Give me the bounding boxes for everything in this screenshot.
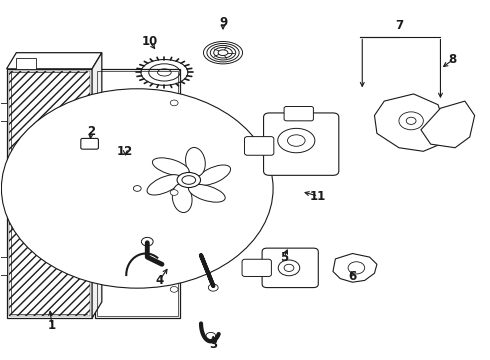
Bar: [16, 58, 36, 69]
Ellipse shape: [182, 176, 196, 184]
Circle shape: [1, 89, 273, 288]
FancyBboxPatch shape: [264, 113, 339, 175]
Polygon shape: [421, 101, 475, 148]
Polygon shape: [374, 94, 445, 151]
Circle shape: [170, 190, 178, 195]
FancyBboxPatch shape: [262, 248, 318, 288]
FancyBboxPatch shape: [81, 138, 98, 149]
Ellipse shape: [218, 50, 228, 55]
Ellipse shape: [189, 184, 225, 202]
Circle shape: [206, 332, 216, 339]
Text: 5: 5: [280, 251, 288, 264]
Circle shape: [142, 237, 153, 246]
Ellipse shape: [172, 184, 192, 212]
Polygon shape: [92, 53, 102, 318]
Ellipse shape: [177, 172, 200, 188]
Ellipse shape: [186, 148, 205, 176]
Polygon shape: [6, 69, 92, 318]
FancyBboxPatch shape: [245, 136, 274, 155]
Text: 1: 1: [48, 319, 56, 332]
Text: 4: 4: [155, 274, 164, 287]
Ellipse shape: [152, 158, 189, 176]
Bar: [97, 71, 177, 316]
Bar: [0, 257, 6, 275]
Text: 2: 2: [87, 125, 95, 138]
Bar: [9, 71, 90, 316]
Text: 3: 3: [209, 338, 217, 351]
Text: 8: 8: [448, 53, 457, 66]
FancyBboxPatch shape: [242, 259, 271, 276]
Text: 7: 7: [395, 19, 403, 32]
Polygon shape: [333, 253, 377, 282]
Ellipse shape: [147, 175, 181, 195]
Text: 11: 11: [310, 190, 326, 203]
Polygon shape: [6, 53, 102, 69]
Text: 6: 6: [348, 270, 357, 283]
Circle shape: [170, 100, 178, 106]
Circle shape: [208, 284, 218, 291]
Bar: [0, 103, 6, 121]
Ellipse shape: [196, 165, 231, 185]
Text: 10: 10: [142, 35, 158, 49]
Text: 12: 12: [117, 145, 133, 158]
Bar: [95, 69, 180, 318]
FancyBboxPatch shape: [284, 107, 314, 121]
Circle shape: [170, 287, 178, 292]
Text: 9: 9: [219, 16, 227, 29]
